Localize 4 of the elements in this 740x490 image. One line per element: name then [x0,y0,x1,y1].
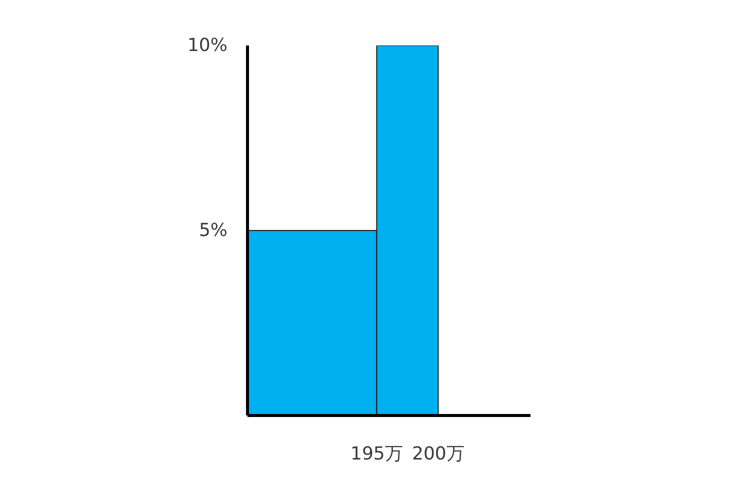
y-tick-label: 5% [198,220,228,241]
x-tick-label: 200万 [412,444,464,464]
x-tick-label: 195万 [350,444,403,464]
y-tick-label: 10% [187,35,228,56]
